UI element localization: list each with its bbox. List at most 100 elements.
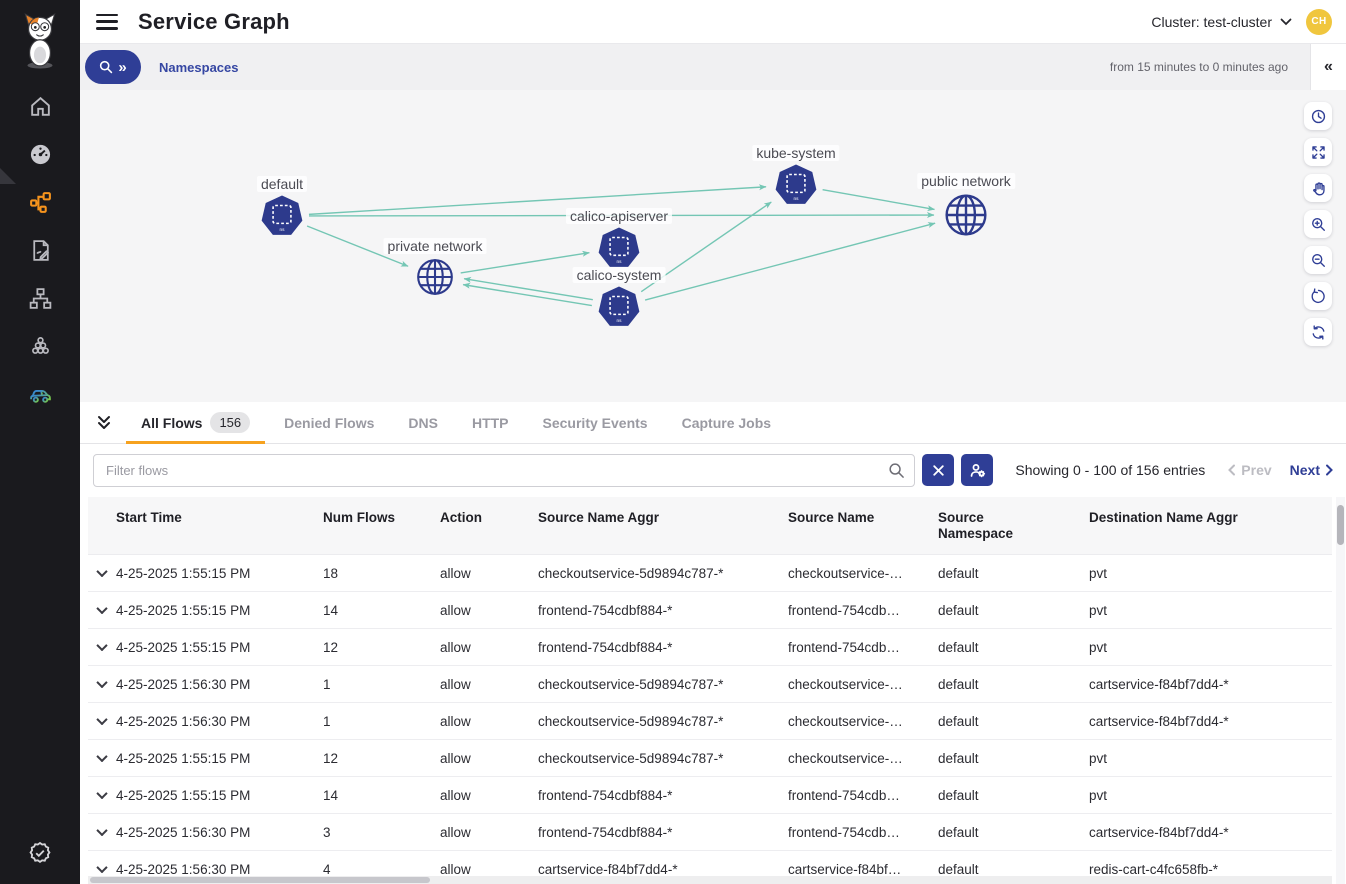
tab-denied-flows[interactable]: Denied Flows: [267, 402, 391, 444]
table-row[interactable]: 4-25-2025 1:55:15 PM 12 allow checkoutservi…: [88, 740, 1332, 777]
fit-screen-button[interactable]: [1304, 138, 1332, 166]
row-expand-cell[interactable]: [88, 643, 116, 651]
cluster-selector[interactable]: Cluster: test-cluster: [1151, 14, 1292, 30]
sidebar-item-reports[interactable]: [16, 226, 64, 274]
service-graph-canvas[interactable]: ns default private network ns calico-apiserv…: [80, 90, 1346, 402]
undo-button[interactable]: [1304, 282, 1332, 310]
graph-node-public-network[interactable]: [943, 192, 989, 243]
sidebar-item-image-assurance[interactable]: [16, 370, 64, 418]
vertical-scrollbar[interactable]: [1336, 497, 1345, 884]
row-expand-cell[interactable]: [88, 569, 116, 577]
row-expand-cell[interactable]: [88, 680, 116, 688]
table-cell: default: [938, 750, 979, 766]
double-chevron-down-icon[interactable]: [94, 413, 114, 433]
flows-table-header: Start Time Num Flows Action Source Name Agg…: [88, 497, 1332, 555]
tab-http[interactable]: HTTP: [455, 402, 526, 444]
graph-edge: [644, 222, 936, 301]
tab-dns[interactable]: DNS: [391, 402, 455, 444]
calico-cat-logo[interactable]: [17, 10, 63, 69]
table-cell: allow: [440, 861, 471, 877]
sidebar-item-workloads[interactable]: [16, 322, 64, 370]
chevron-right-icon: [1326, 464, 1333, 476]
column-settings-button[interactable]: [961, 454, 993, 486]
refresh-button[interactable]: [1304, 318, 1332, 346]
row-expand-cell[interactable]: [88, 606, 116, 614]
showing-entries-label: Showing 0 - 100 of 156 entries: [1015, 462, 1206, 478]
double-chevron-right-icon: »: [118, 58, 127, 76]
row-expand-cell[interactable]: [88, 717, 116, 725]
table-row[interactable]: 4-25-2025 1:55:15 PM 18 allow checkoutservi…: [88, 555, 1332, 592]
close-icon: [932, 464, 944, 476]
zoom-in-button[interactable]: [1304, 210, 1332, 238]
graph-node-calico-apiserver[interactable]: ns: [598, 227, 640, 274]
graph-edge: [463, 276, 593, 301]
flows-table-body: 4-25-2025 1:55:15 PM 18 allow checkoutservi…: [88, 555, 1332, 884]
zoom-out-button[interactable]: [1304, 246, 1332, 274]
horizontal-scrollbar-thumb[interactable]: [90, 877, 430, 883]
graph-edge: [460, 250, 590, 274]
table-cell: default: [938, 676, 979, 692]
sidebar-item-network-topology[interactable]: [16, 274, 64, 322]
filter-flows-input[interactable]: [93, 453, 915, 487]
table-row[interactable]: 4-25-2025 1:56:30 PM 1 allow checkoutservic…: [88, 703, 1332, 740]
table-cell: 4-25-2025 1:55:15 PM: [116, 750, 251, 766]
table-cell: pvt: [1089, 602, 1108, 618]
table-cell: frontend-754cdb…: [788, 824, 900, 840]
svg-text:ns: ns: [617, 260, 623, 265]
table-cell: allow: [440, 602, 471, 618]
table-row[interactable]: 4-25-2025 1:55:15 PM 12 allow frontend-754c…: [88, 629, 1332, 666]
clear-filter-button[interactable]: [922, 454, 954, 486]
row-expand-cell[interactable]: [88, 754, 116, 762]
cluster-icon: [31, 336, 49, 354]
chevron-down-icon: [96, 717, 108, 725]
graph-edge: [822, 189, 935, 212]
row-expand-cell[interactable]: [88, 828, 116, 836]
pan-button[interactable]: [1304, 174, 1332, 202]
next-page-button[interactable]: Next: [1290, 462, 1334, 478]
hamburger-menu-icon[interactable]: [96, 13, 118, 30]
row-expand-cell[interactable]: [88, 865, 116, 873]
table-cell: 4-25-2025 1:56:30 PM: [116, 824, 251, 840]
table-cell: checkoutservice-5d9894c787-*: [538, 713, 724, 729]
table-cell: default: [938, 565, 979, 581]
time-range-button[interactable]: [1304, 102, 1332, 130]
tab-capture-jobs[interactable]: Capture Jobs: [665, 402, 788, 444]
tab-all-flows[interactable]: All Flows 156: [124, 402, 267, 444]
sidebar-item-home[interactable]: [16, 82, 64, 130]
chevron-down-icon: [96, 791, 108, 799]
table-cell: cartservice-f84bf7dd4-*: [538, 861, 678, 877]
graph-node-label: private network: [383, 238, 487, 254]
graph-node-calico-system[interactable]: ns: [598, 286, 640, 333]
vertical-scrollbar-thumb[interactable]: [1337, 505, 1344, 545]
sitemap-icon: [29, 287, 51, 309]
table-cell: 14: [323, 602, 339, 618]
graph-node-private-network[interactable]: [415, 257, 455, 302]
table-cell: checkoutservice-…: [788, 676, 903, 692]
sidebar: [0, 0, 80, 884]
search-icon[interactable]: [888, 462, 905, 479]
sidebar-item-dashboard[interactable]: [16, 130, 64, 178]
avatar[interactable]: CH: [1306, 8, 1332, 35]
graph-node-kube-system[interactable]: ns: [775, 164, 817, 211]
breadcrumb[interactable]: Namespaces: [159, 59, 239, 75]
table-cell: 4-25-2025 1:55:15 PM: [116, 565, 251, 581]
table-cell: frontend-754cdbf884-*: [538, 639, 673, 655]
table-row[interactable]: 4-25-2025 1:56:30 PM 1 allow checkoutservic…: [88, 666, 1332, 703]
table-row[interactable]: 4-25-2025 1:56:30 PM 3 allow frontend-754cd…: [88, 814, 1332, 851]
collapse-panel-button[interactable]: «: [1310, 44, 1346, 90]
table-cell: checkoutservice-5d9894c787-*: [538, 750, 724, 766]
row-expand-cell[interactable]: [88, 791, 116, 799]
graph-search-button[interactable]: »: [85, 50, 141, 84]
sidebar-item-compliance[interactable]: [0, 840, 80, 866]
table-cell: checkoutservice-…: [788, 713, 903, 729]
table-row[interactable]: 4-25-2025 1:55:15 PM 14 allow frontend-754c…: [88, 592, 1332, 629]
graph-nodes: ns default private network ns calico-apiserv…: [80, 90, 1346, 402]
sidebar-item-service-graph[interactable]: [16, 178, 64, 226]
tab-security-events[interactable]: Security Events: [526, 402, 665, 444]
horizontal-scrollbar[interactable]: [88, 876, 1332, 884]
table-row[interactable]: 4-25-2025 1:55:15 PM 14 allow frontend-754c…: [88, 777, 1332, 814]
svg-text:ns: ns: [280, 228, 286, 233]
prev-page-button[interactable]: Prev: [1227, 462, 1272, 478]
graph-node-default[interactable]: ns: [261, 195, 303, 242]
chevron-left-icon: [1228, 464, 1236, 476]
